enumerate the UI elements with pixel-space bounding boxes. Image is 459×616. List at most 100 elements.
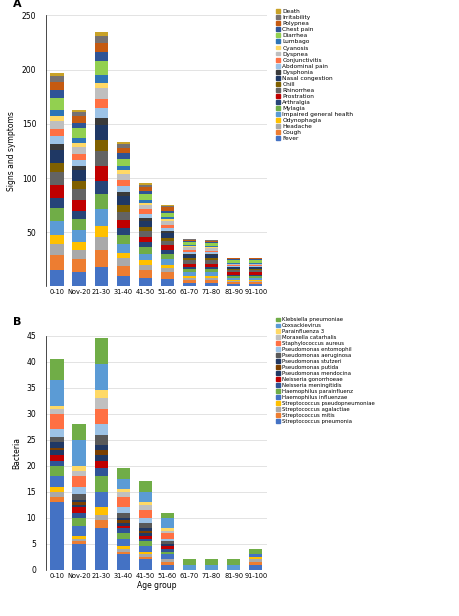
Bar [73,171,85,181]
Bar [50,406,63,408]
Bar [205,565,218,570]
Bar [161,565,174,570]
Bar [205,283,218,286]
Bar [139,200,151,203]
Bar [183,252,196,254]
Bar [50,497,63,502]
Bar [249,284,262,286]
Bar [249,557,262,559]
Bar [139,184,151,185]
Bar [117,549,129,551]
Bar [50,408,63,414]
Bar [50,255,63,270]
Bar [139,559,151,570]
Bar [205,278,218,280]
Bar [50,502,63,570]
Bar [95,391,107,398]
Bar [95,424,107,434]
Bar [183,249,196,252]
Bar [183,258,196,261]
Bar [161,559,174,562]
Bar [161,211,174,213]
Bar [73,544,85,570]
Bar [139,227,151,231]
Bar [50,359,63,380]
Bar [73,219,85,230]
Bar [73,128,85,138]
Bar [183,280,196,283]
Bar [205,264,218,267]
Bar [139,248,151,254]
Bar [183,239,196,240]
Bar [161,544,174,546]
Text: B: B [13,317,21,327]
Bar [183,269,196,272]
Bar [161,554,174,559]
Bar [95,83,107,88]
Bar [73,189,85,200]
Bar [117,258,129,266]
Bar [249,258,262,259]
Y-axis label: Signs and symptoms: Signs and symptoms [7,111,16,191]
Bar [161,518,174,528]
Bar [161,238,174,241]
Bar [161,538,174,541]
Bar [249,275,262,278]
Bar [183,241,196,242]
Bar [249,565,262,570]
Bar [139,205,151,209]
Bar [205,258,218,261]
Bar [183,261,196,264]
Bar [183,272,196,275]
Bar [139,533,151,536]
Bar [161,259,174,265]
Bar [73,500,85,502]
Bar [73,541,85,544]
Bar [73,518,85,525]
Bar [117,205,129,212]
Bar [73,116,85,123]
Bar [139,523,151,528]
Bar [249,282,262,284]
Bar [161,268,174,272]
Bar [161,531,174,533]
Bar [117,144,129,148]
Bar [183,283,196,286]
Bar [183,242,196,245]
Bar [205,254,218,255]
Bar [50,429,63,437]
Bar [139,185,151,187]
Bar [227,565,240,570]
Bar [161,528,174,531]
Bar [73,160,85,166]
Text: A: A [13,0,22,9]
Bar [117,518,129,521]
Bar [95,181,107,194]
Bar [50,81,63,90]
Bar [139,518,151,523]
Bar [227,264,240,265]
Bar [73,138,85,144]
Bar [227,275,240,278]
Bar [50,171,63,185]
Bar [73,502,85,505]
Bar [95,521,107,528]
Bar [117,554,129,570]
Bar [95,249,107,267]
Bar [161,513,174,518]
Bar [183,278,196,280]
Bar [161,249,174,254]
Bar [73,123,85,128]
Bar [95,194,107,209]
Bar [50,121,63,129]
Bar [139,481,151,492]
Bar [117,153,129,158]
Bar [139,528,151,531]
Bar [95,125,107,140]
Bar [95,450,107,455]
Bar [73,466,85,471]
Bar [73,211,85,219]
Bar [139,278,151,286]
Bar [205,252,218,254]
Bar [50,235,63,244]
